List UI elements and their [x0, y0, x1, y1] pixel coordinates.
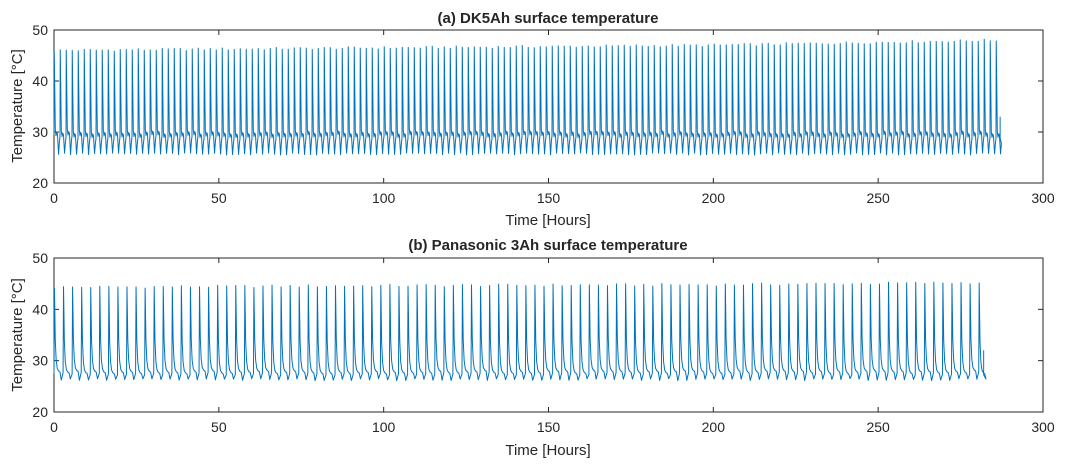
x-axis-label: Time [Hours] [505, 212, 590, 229]
axis-ticks [53, 257, 1044, 413]
y-axis-label: Temperature [°C] [9, 278, 26, 392]
chart-title: (b) Panasonic 3Ah surface temperature [408, 237, 687, 254]
x-tick-label: 50 [211, 419, 227, 435]
x-tick-label: 50 [211, 190, 227, 206]
y-tick-label: 20 [32, 175, 48, 191]
chart-panel-a: (a) DK5Ah surface temperature 0 50 100 150 2… [9, 10, 1055, 229]
y-tick-label: 50 [32, 22, 48, 38]
x-tick-labels: 0 50 100 150 200 250 300 [50, 419, 1055, 435]
x-tick-label: 100 [372, 190, 396, 206]
x-tick-label: 150 [537, 419, 561, 435]
x-tick-label: 200 [702, 190, 726, 206]
y-tick-label: 30 [32, 353, 48, 369]
x-tick-label: 300 [1031, 419, 1055, 435]
chart-title: (a) DK5Ah surface temperature [438, 10, 659, 27]
axis-ticks [53, 29, 1044, 184]
y-tick-labels: 20 30 40 50 [32, 22, 48, 191]
x-tick-label: 200 [702, 419, 726, 435]
x-tick-label: 0 [50, 190, 58, 206]
y-tick-label: 30 [32, 124, 48, 140]
y-tick-labels: 20 30 40 50 [32, 250, 48, 420]
chart-panel-b: (b) Panasonic 3Ah surface temperature 0 5… [9, 237, 1055, 459]
x-tick-label: 100 [372, 419, 396, 435]
series-line [53, 281, 987, 382]
y-tick-label: 40 [32, 73, 48, 89]
x-tick-label: 300 [1031, 190, 1055, 206]
series-line [53, 38, 1002, 156]
y-axis-label: Temperature [°C] [9, 49, 26, 163]
y-tick-label: 20 [32, 404, 48, 420]
x-axis-label: Time [Hours] [505, 442, 590, 459]
plot-area [53, 257, 1044, 413]
x-tick-label: 250 [866, 190, 890, 206]
x-tick-label: 250 [866, 419, 890, 435]
y-tick-label: 40 [32, 301, 48, 317]
y-tick-label: 50 [32, 250, 48, 266]
plot-area [53, 29, 1044, 184]
x-tick-label: 150 [537, 190, 561, 206]
x-tick-labels: 0 50 100 150 200 250 300 [50, 190, 1055, 206]
x-tick-label: 0 [50, 419, 58, 435]
